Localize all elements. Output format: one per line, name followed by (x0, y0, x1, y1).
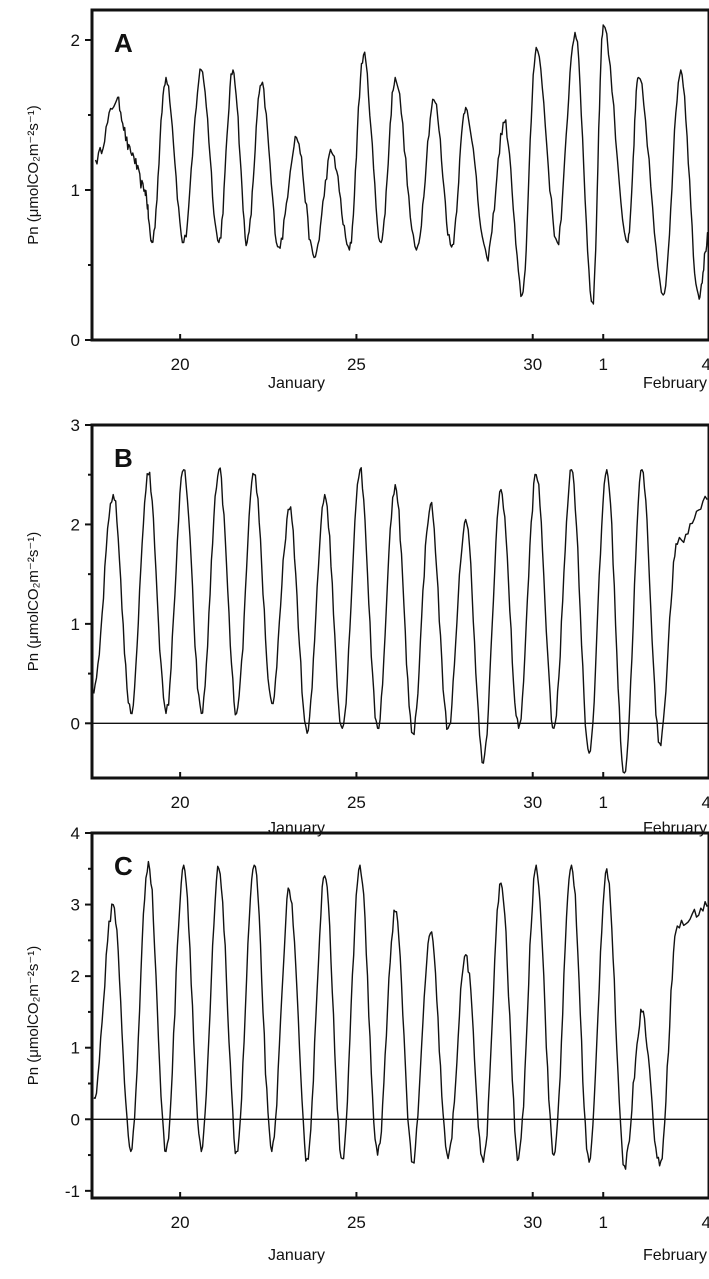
x-tick-label: 25 (347, 355, 366, 374)
panel-c: -1 0 1 2 3 4 20 25 30 1 4 January February C Pn (μmolC… (25, 824, 709, 1264)
y-tick-label: 0 (71, 331, 80, 350)
plot-frame (90, 8, 709, 342)
y-tick-label: -1 (65, 1182, 80, 1201)
y-tick-label: 3 (71, 896, 80, 915)
pn-trace (93, 860, 708, 1170)
month-label-february: February (643, 375, 707, 392)
x-tick-label: 20 (171, 793, 190, 812)
plot-frame (90, 831, 709, 1200)
x-tick-label: 30 (523, 355, 542, 374)
y-tick-label: 4 (71, 824, 80, 843)
x-tick-label: 30 (523, 793, 542, 812)
y-tick-label: 0 (71, 714, 80, 733)
x-tick-label: 4 (702, 1213, 709, 1232)
x-tick-label: 1 (598, 1213, 607, 1232)
panel-letter: B (114, 443, 133, 473)
x-tick-label: 4 (702, 793, 709, 812)
y-axis-label: Pn (μmolCO₂m⁻²s⁻¹) (25, 105, 42, 244)
x-tick-label: 20 (171, 355, 190, 374)
y-tick-label: 3 (71, 416, 80, 435)
y-tick-label: 2 (71, 515, 80, 534)
y-axis-label: Pn (μmolCO₂m⁻²s⁻¹) (25, 946, 42, 1085)
pn-trace (94, 24, 709, 305)
y-tick-label: 2 (71, 31, 80, 50)
x-tick-label: 4 (702, 355, 709, 374)
x-tick-label: 30 (523, 1213, 542, 1232)
y-axis-label: Pn (μmolCO₂m⁻²s⁻¹) (25, 532, 42, 671)
panel-letter: C (114, 851, 133, 881)
y-tick-label: 1 (71, 615, 80, 634)
x-tick-label: 1 (598, 355, 607, 374)
x-tick-label: 25 (347, 1213, 366, 1232)
y-tick-label: 1 (71, 181, 80, 200)
month-label-january: January (268, 375, 325, 392)
y-tick-label: 0 (71, 1110, 80, 1129)
x-tick-label: 20 (171, 1213, 190, 1232)
month-label-january: January (268, 1247, 325, 1264)
plot-frame (90, 423, 709, 780)
panel-letter: A (114, 28, 133, 58)
x-tick-label: 25 (347, 793, 366, 812)
panel-a: 0 1 2 20 25 30 1 4 January February A Pn (μmolCO₂m⁻… (25, 8, 709, 392)
month-label-february: February (643, 1247, 707, 1264)
x-tick-label: 1 (598, 793, 607, 812)
y-tick-label: 1 (71, 1039, 80, 1058)
pn-trace (93, 467, 708, 774)
y-tick-label: 2 (71, 967, 80, 986)
